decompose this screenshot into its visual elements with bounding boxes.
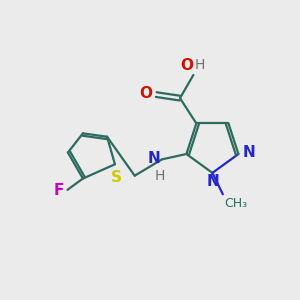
Text: CH₃: CH₃ [224, 197, 248, 210]
Text: H: H [195, 58, 205, 72]
Text: N: N [147, 151, 160, 166]
Text: O: O [140, 85, 153, 100]
Text: S: S [111, 169, 122, 184]
Text: O: O [180, 58, 193, 74]
Text: H: H [155, 169, 165, 183]
Text: N: N [207, 174, 219, 189]
Text: F: F [53, 183, 64, 198]
Text: N: N [243, 145, 255, 160]
